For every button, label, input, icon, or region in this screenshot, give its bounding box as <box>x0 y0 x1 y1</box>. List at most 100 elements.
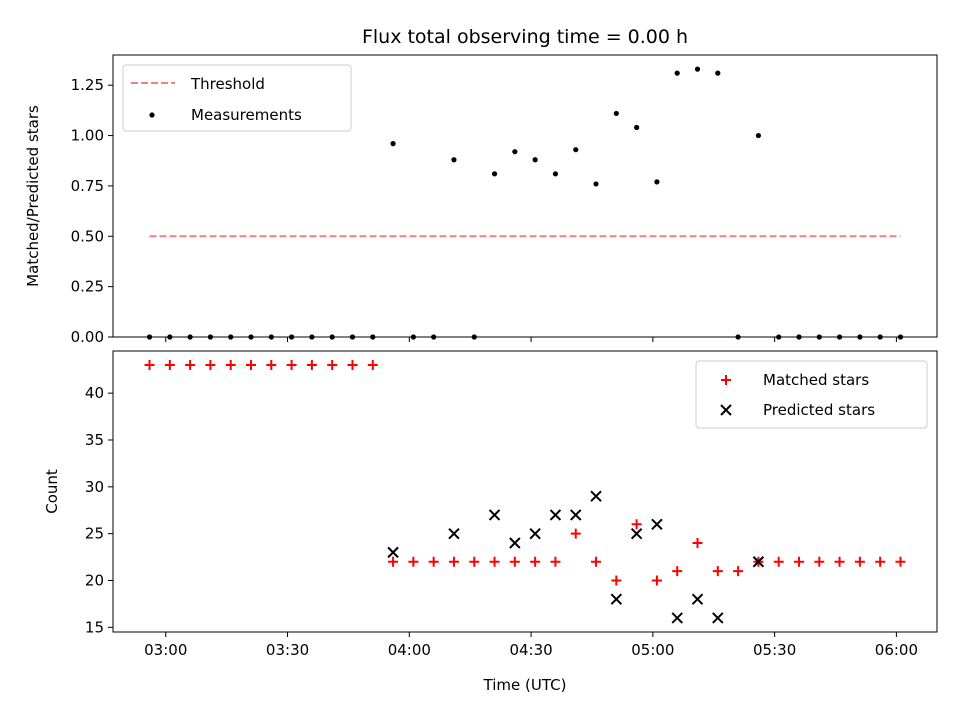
measurement-point <box>694 66 701 72</box>
matched-star-marker <box>347 360 358 371</box>
matched-star-marker <box>611 575 622 586</box>
measurement-point <box>512 149 518 155</box>
measurement-point <box>593 181 599 187</box>
matched-star-marker <box>875 556 886 567</box>
legend-matched-marker <box>721 375 731 385</box>
matched-star-marker <box>367 360 378 371</box>
ratio-plot-frame <box>112 54 938 338</box>
matched-star-marker <box>327 360 338 371</box>
matched-star-marker <box>286 360 297 371</box>
predicted-star-marker <box>509 537 521 549</box>
x-tick-label: 04:30 <box>509 641 552 659</box>
measurement-point <box>491 171 498 177</box>
matched-star-marker <box>448 556 459 567</box>
matched-star-marker <box>164 360 175 371</box>
y-tick-label-ratio: 0.50 <box>71 227 104 245</box>
y-ticks-ratio: 0.00 0.25 0.50 0.75 1.00 1.25 <box>71 76 113 346</box>
count-panel: Count Time (UTC) 15 20 25 30 35 40 03:00 03:30… <box>43 350 938 694</box>
matched-star-marker <box>306 360 317 371</box>
y-tick-label-count: 15 <box>85 618 104 636</box>
predicted-star-marker <box>488 509 501 521</box>
legend-predicted-swatch <box>720 404 732 416</box>
x-ticks-count: 03:00 03:30 04:00 04:30 05:00 05:30 06:00 <box>144 632 918 659</box>
predicted-star-marker <box>610 593 623 605</box>
x-tick-label: 03:00 <box>144 641 187 659</box>
measurement-point <box>634 124 640 131</box>
legend-measurements-swatch <box>149 112 155 118</box>
matched-star-marker <box>631 519 642 530</box>
measurement-point <box>613 110 619 117</box>
ratio-panel: Flux total observing time = 0.00 h Match… <box>24 26 938 346</box>
ratio-legend: Threshold Measurements <box>122 64 352 132</box>
x-ticks-ratio <box>165 337 897 342</box>
matched-star-marker <box>793 556 804 567</box>
predicted-star-marker <box>549 509 562 521</box>
predicted-star-marker <box>691 593 704 605</box>
count-plot-frame <box>112 350 938 633</box>
predicted-star-marker <box>570 509 582 521</box>
y-tick-label-count: 25 <box>85 525 104 543</box>
predicted-star-marker <box>590 490 602 502</box>
predicted-star-marker <box>752 556 765 568</box>
matched-star-marker <box>834 556 845 567</box>
measurement-point <box>532 157 538 163</box>
matched-star-marker <box>489 556 500 567</box>
matched-star-marker <box>692 538 703 549</box>
matched-star-marker <box>854 556 865 567</box>
matched-star-marker <box>266 360 277 371</box>
count-legend: Matched stars Predicted stars <box>695 360 928 429</box>
y-tick-label-ratio: 0.25 <box>71 278 104 296</box>
matched-star-marker <box>773 556 784 567</box>
x-axis-label-time: Time (UTC) <box>483 676 567 694</box>
matched-star-marker <box>651 575 662 586</box>
matched-star-marker <box>550 556 561 567</box>
measurement-point <box>715 70 721 76</box>
ratio-legend-box <box>122 64 352 132</box>
y-tick-label-count: 20 <box>85 571 104 589</box>
legend-predicted-label: Predicted stars <box>763 401 875 419</box>
matched-star-marker <box>246 360 257 371</box>
y-axis-label-count: Count <box>43 469 61 514</box>
predicted-star-marker <box>651 518 663 530</box>
matched-star-marker <box>205 360 216 371</box>
measurement-point <box>654 179 660 185</box>
measurement-point <box>755 132 761 139</box>
measurement-point <box>674 70 680 76</box>
matched-star-marker <box>428 556 439 567</box>
y-tick-label-ratio: 0.00 <box>71 328 104 346</box>
y-ticks-count: 15 20 25 30 35 40 <box>85 384 113 636</box>
matched-star-marker <box>225 360 236 371</box>
matched-star-marker <box>895 556 906 567</box>
y-tick-label-count: 30 <box>85 478 104 496</box>
matched-star-marker <box>591 556 602 567</box>
legend-threshold-label: Threshold <box>190 75 265 93</box>
matched-star-marker <box>712 566 723 577</box>
x-tick-label: 06:00 <box>875 641 918 659</box>
matched-star-marker <box>408 556 419 567</box>
legend-predicted-marker <box>720 404 732 416</box>
legend-measurements-label: Measurements <box>191 106 302 124</box>
matched-star-marker <box>509 556 520 567</box>
matched-star-marker <box>469 556 480 567</box>
matched-star-marker <box>733 566 744 577</box>
x-tick-label: 05:00 <box>631 641 674 659</box>
predicted-star-marker <box>712 612 724 624</box>
predicted-star-marker <box>630 527 643 540</box>
x-tick-label: 05:30 <box>753 641 796 659</box>
legend-matched-swatch <box>721 375 731 385</box>
measurement-point <box>390 141 396 147</box>
measurement-point <box>451 157 457 163</box>
x-tick-label: 03:30 <box>266 641 309 659</box>
y-tick-label-count: 40 <box>85 384 104 402</box>
chart-title: Flux total observing time = 0.00 h <box>362 26 688 48</box>
measurement-point <box>573 147 579 153</box>
predicted-star-marker <box>387 546 399 559</box>
y-tick-label-ratio: 1.00 <box>71 127 104 145</box>
matched-star-marker <box>814 556 825 567</box>
x-tick-label: 04:00 <box>388 641 431 659</box>
matched-star-marker <box>530 556 541 567</box>
predicted-star-marker <box>671 612 683 624</box>
predicted-star-markers <box>387 490 765 624</box>
matched-star-marker <box>570 528 581 539</box>
matched-star-marker <box>672 566 683 577</box>
